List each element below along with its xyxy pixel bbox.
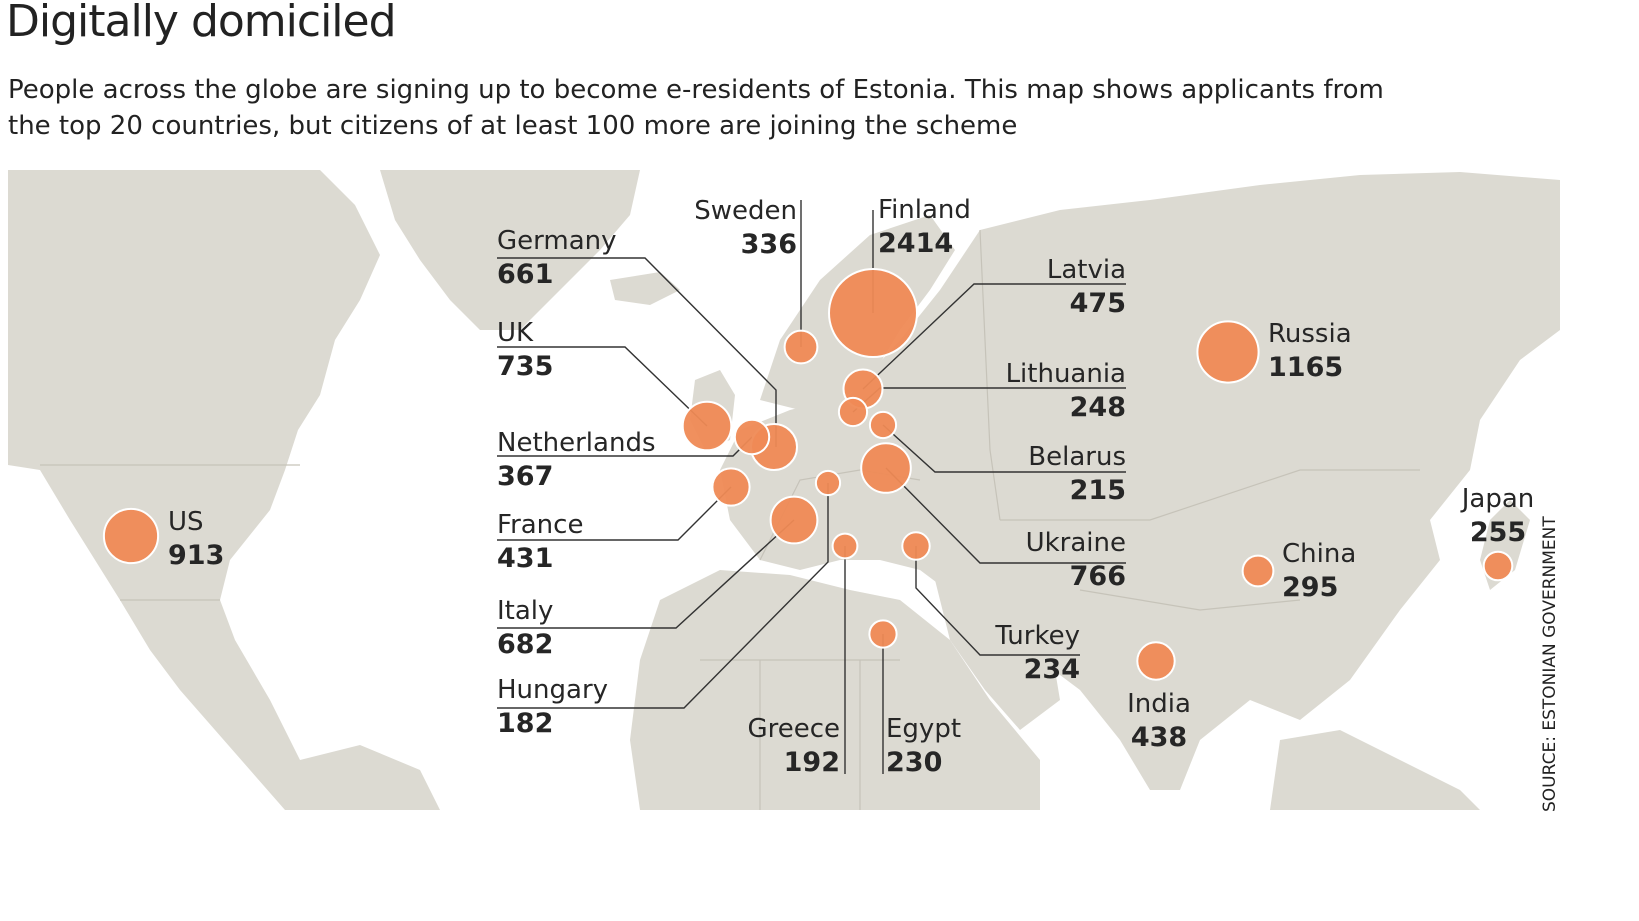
bubble-egypt xyxy=(868,619,898,649)
label-uk-value: 735 xyxy=(497,351,553,382)
bubbles xyxy=(102,268,1514,681)
label-hungary-value: 182 xyxy=(497,708,553,739)
leader-latvia xyxy=(862,283,1126,390)
label-netherlands-name: Netherlands xyxy=(497,428,656,458)
label-sweden-name: Sweden xyxy=(694,196,797,226)
label-china-name: China xyxy=(1282,539,1356,569)
label-turkey-value: 234 xyxy=(1024,654,1080,685)
source-note: SOURCE: ESTONIAN GOVERNMENT xyxy=(1540,516,1560,812)
land-greenland xyxy=(380,170,640,330)
leader-uk xyxy=(497,346,708,427)
bubble-ukraine xyxy=(860,442,912,494)
leader-hungary xyxy=(497,483,829,709)
land-north-america xyxy=(8,170,380,810)
bubble-russia xyxy=(1196,320,1260,384)
leader-italy xyxy=(497,519,795,629)
bubble-japan xyxy=(1482,550,1514,582)
bubble-india xyxy=(1136,641,1176,681)
leader-france xyxy=(497,486,732,541)
label-russia-value: 1165 xyxy=(1268,352,1343,383)
bubble-greece xyxy=(831,532,859,560)
label-lithuania-name: Lithuania xyxy=(1006,359,1126,389)
label-netherlands-value: 367 xyxy=(497,461,553,492)
label-germany-value: 661 xyxy=(497,259,553,290)
leader-germany xyxy=(497,257,777,447)
map-subtitle: People across the globe are signing up t… xyxy=(8,75,1384,141)
label-latvia-value: 475 xyxy=(1070,288,1126,319)
label-france-name: France xyxy=(497,510,583,540)
label-belarus-value: 215 xyxy=(1070,475,1126,506)
label-ukraine-name: Ukraine xyxy=(1026,528,1126,558)
label-ukraine-value: 766 xyxy=(1070,561,1126,592)
label-lithuania-value: 248 xyxy=(1070,392,1126,423)
label-us-value: 913 xyxy=(168,540,224,571)
label-belarus-name: Belarus xyxy=(1028,442,1126,472)
label-france-value: 431 xyxy=(497,543,553,574)
label-us-name: US xyxy=(168,507,204,537)
land-africa xyxy=(630,570,1040,810)
bubble-china xyxy=(1241,554,1275,588)
bubble-netherlands xyxy=(733,418,771,456)
leader-turkey xyxy=(915,546,1080,656)
label-italy-value: 682 xyxy=(497,629,553,660)
label-uk-name: UK xyxy=(497,318,534,348)
label-latvia-name: Latvia xyxy=(1047,255,1126,285)
label-india-name: India xyxy=(1127,689,1191,719)
bubble-italy xyxy=(769,495,819,545)
land-se-asia xyxy=(1270,730,1480,810)
land-iceland xyxy=(610,272,680,305)
label-greece-value: 192 xyxy=(784,747,840,778)
leader-ukraine xyxy=(885,467,1126,564)
label-egypt-name: Egypt xyxy=(886,714,961,744)
label-turkey-name: Turkey xyxy=(994,621,1080,651)
bubble-sweden xyxy=(783,329,819,365)
label-egypt-value: 230 xyxy=(886,747,942,778)
label-india-value: 438 xyxy=(1131,722,1187,753)
bubble-lithuania xyxy=(837,396,869,428)
label-germany-name: Germany xyxy=(497,226,617,256)
label-japan-name: Japan xyxy=(1460,484,1535,514)
label-china-value: 295 xyxy=(1282,572,1338,603)
bubble-finland xyxy=(828,268,918,358)
label-finland-value: 2414 xyxy=(878,228,953,259)
label-italy-name: Italy xyxy=(497,596,553,626)
land-south-america xyxy=(300,745,440,810)
leader-belarus xyxy=(882,424,1126,473)
label-japan-value: 255 xyxy=(1470,517,1526,548)
label-greece-name: Greece xyxy=(747,714,840,744)
bubble-belarus xyxy=(868,410,898,440)
bubble-turkey xyxy=(901,531,931,561)
label-hungary-name: Hungary xyxy=(497,675,608,705)
bubble-us xyxy=(102,507,160,565)
bubble-france xyxy=(711,467,751,507)
label-sweden-value: 336 xyxy=(741,229,797,260)
bubble-hungary xyxy=(814,469,842,497)
label-finland-name: Finland xyxy=(878,195,971,225)
label-russia-name: Russia xyxy=(1268,319,1352,349)
bubble-uk xyxy=(681,400,733,452)
map-title: Digitally domiciled xyxy=(6,0,397,47)
leader-lines xyxy=(497,200,1126,774)
